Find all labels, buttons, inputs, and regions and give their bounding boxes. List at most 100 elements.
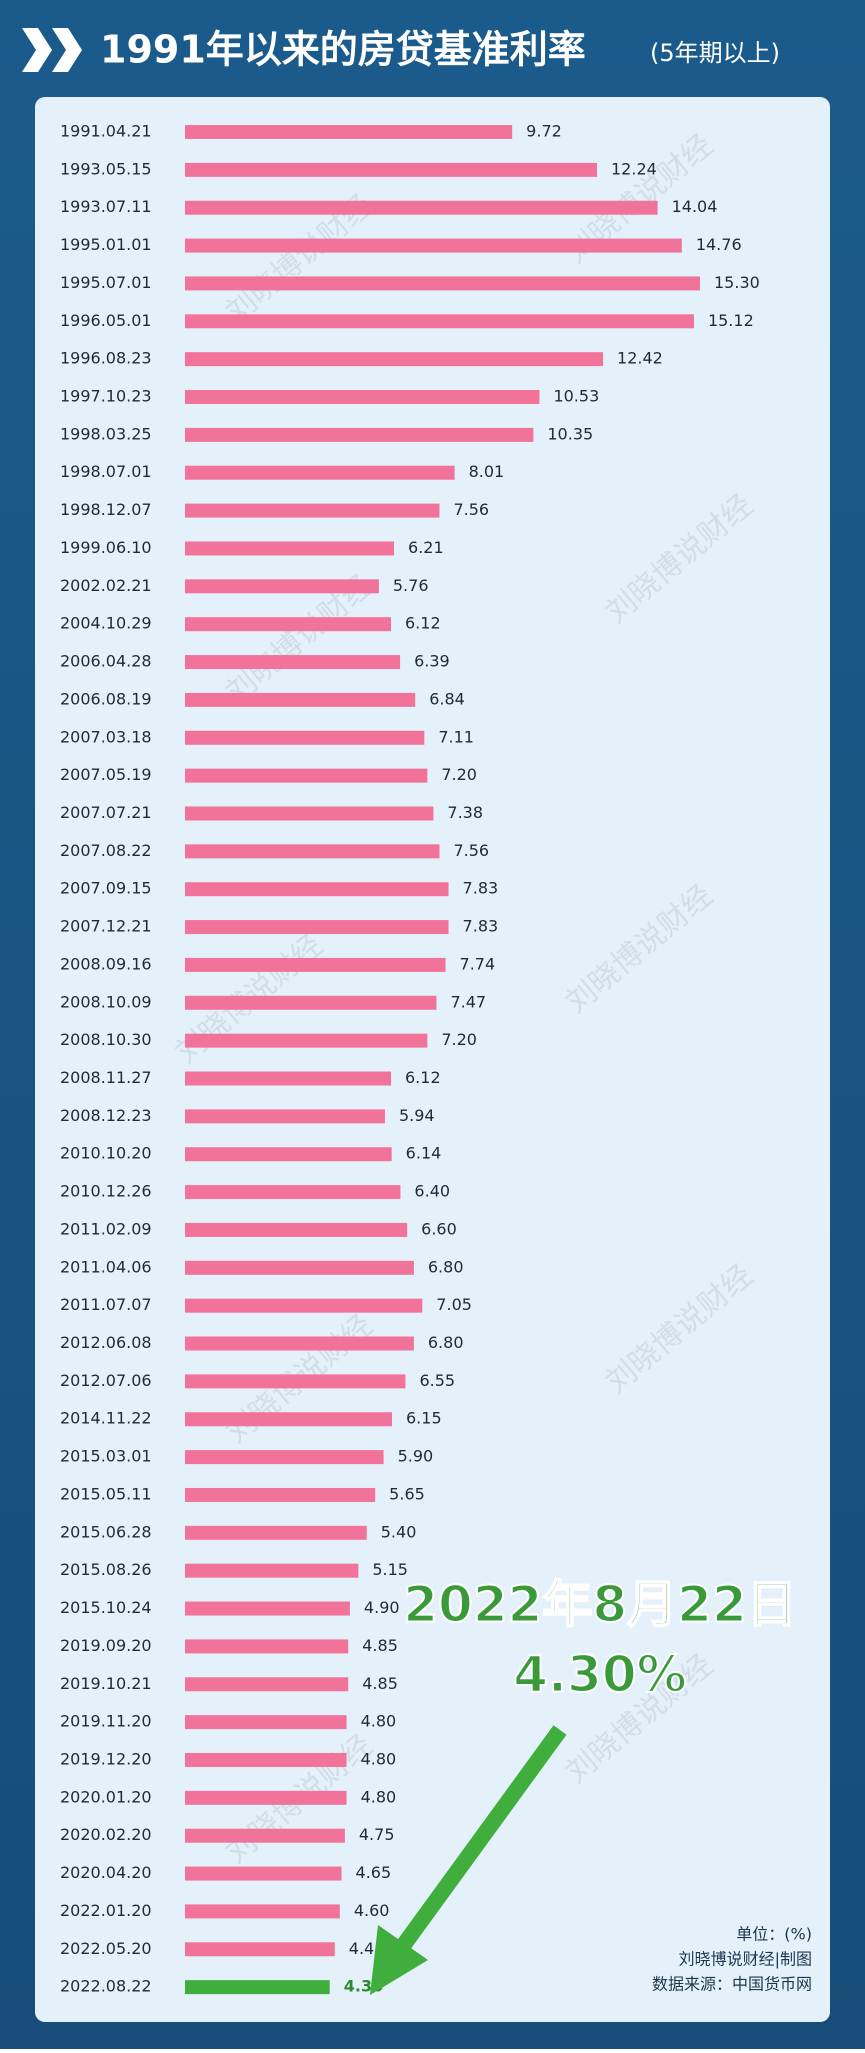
value-label: 7.11 xyxy=(438,727,474,746)
category-label: 2008.09.16 xyxy=(60,954,152,973)
value-label: 7.83 xyxy=(463,879,499,898)
bar xyxy=(185,1222,408,1237)
bar xyxy=(185,200,658,215)
value-label: 4.80 xyxy=(361,1712,397,1731)
value-label: 5.76 xyxy=(393,576,429,595)
category-label: 2011.07.07 xyxy=(60,1295,152,1314)
category-label: 1991.04.21 xyxy=(60,122,152,141)
value-label: 7.47 xyxy=(450,992,486,1011)
value-label: 6.15 xyxy=(406,1409,442,1428)
value-label: 15.30 xyxy=(714,273,760,292)
note: 单位：(%) xyxy=(736,1925,812,1944)
bar xyxy=(185,390,540,405)
bar xyxy=(185,655,401,670)
value-label: 6.14 xyxy=(406,1144,442,1163)
category-label: 2011.02.09 xyxy=(60,1219,152,1238)
panel xyxy=(35,97,830,2022)
chart-title: 1991年以来的房贷基准利率 xyxy=(100,28,586,72)
bar xyxy=(185,1033,428,1048)
category-label: 2015.08.26 xyxy=(60,1560,152,1579)
chevron-icon xyxy=(22,28,82,72)
category-label: 2015.03.01 xyxy=(60,1447,152,1466)
bar xyxy=(185,1677,349,1692)
bar xyxy=(185,692,416,707)
value-label: 6.60 xyxy=(421,1219,457,1238)
arrow-shaft xyxy=(393,1725,567,1955)
bar xyxy=(185,1866,342,1881)
value-label: 7.05 xyxy=(436,1295,472,1314)
category-label: 2019.12.20 xyxy=(60,1749,152,1768)
value-label: 4.80 xyxy=(361,1749,397,1768)
annotation: 4.30% xyxy=(513,1646,686,1704)
bar xyxy=(185,1828,345,1843)
category-label: 2020.02.20 xyxy=(60,1825,152,1844)
arrow-head xyxy=(370,1925,428,1995)
bar xyxy=(185,806,434,821)
category-label: 2007.05.19 xyxy=(60,765,152,784)
category-label: 2007.08.22 xyxy=(60,841,152,860)
category-label: 1998.07.01 xyxy=(60,462,152,481)
category-label: 2020.04.20 xyxy=(60,1863,152,1882)
value-label: 4.85 xyxy=(362,1674,398,1693)
value-label: 5.40 xyxy=(381,1522,417,1541)
category-label: 2022.08.22 xyxy=(60,1977,152,1996)
bar xyxy=(185,1790,347,1805)
category-label: 1995.07.01 xyxy=(60,273,152,292)
category-label: 2006.08.19 xyxy=(60,689,152,708)
category-label: 2008.12.23 xyxy=(60,1106,152,1125)
value-label: 4.90 xyxy=(364,1598,400,1617)
bar xyxy=(185,162,597,177)
value-label: 4.75 xyxy=(359,1825,395,1844)
category-label: 2002.02.21 xyxy=(60,576,152,595)
bar xyxy=(185,768,428,783)
value-label: 7.56 xyxy=(453,841,489,860)
chart-subtitle: (5年期以上) xyxy=(650,39,780,67)
value-label: 5.90 xyxy=(398,1447,434,1466)
bar xyxy=(185,1601,350,1616)
value-label: 7.20 xyxy=(441,765,477,784)
value-label: 5.15 xyxy=(372,1560,408,1579)
note: 数据来源：中国货币网 xyxy=(652,1975,812,1994)
value-label: 7.20 xyxy=(441,1030,477,1049)
value-label: 12.24 xyxy=(611,159,657,178)
value-label: 6.21 xyxy=(408,538,444,557)
bar xyxy=(185,882,449,897)
category-label: 2007.12.21 xyxy=(60,917,152,936)
bar xyxy=(185,1298,423,1313)
bar xyxy=(185,276,700,291)
bar xyxy=(185,314,694,329)
category-label: 2004.10.29 xyxy=(60,614,152,633)
bar xyxy=(185,238,682,253)
category-label: 2019.11.20 xyxy=(60,1712,152,1731)
bar xyxy=(185,125,513,139)
bar xyxy=(185,1639,349,1654)
category-label: 2007.03.18 xyxy=(60,727,152,746)
value-label: 5.65 xyxy=(389,1484,425,1503)
bar xyxy=(185,1487,376,1502)
bar xyxy=(185,1412,393,1427)
bar xyxy=(185,1450,384,1465)
category-label: 1995.01.01 xyxy=(60,235,152,254)
value-label: 10.53 xyxy=(553,387,599,406)
category-label: 1996.08.23 xyxy=(60,349,152,368)
value-label: 5.94 xyxy=(399,1106,435,1125)
category-label: 2007.09.15 xyxy=(60,879,152,898)
value-label: 7.83 xyxy=(463,917,499,936)
category-label: 2014.11.22 xyxy=(60,1409,152,1428)
value-label: 14.76 xyxy=(696,235,742,254)
category-label: 2022.01.20 xyxy=(60,1901,152,1920)
bar xyxy=(185,503,440,518)
bar xyxy=(185,427,534,442)
plot: 1991.04.21 9.72 1993.05.15 12.24 1993.07.11 1… xyxy=(60,122,760,1996)
value-label: 6.12 xyxy=(405,1068,441,1087)
category-label: 1997.10.23 xyxy=(60,387,152,406)
value-label: 6.55 xyxy=(419,1371,455,1390)
category-label: 1993.07.11 xyxy=(60,197,152,216)
category-label: 2008.10.09 xyxy=(60,992,152,1011)
bar xyxy=(185,1752,347,1767)
bar xyxy=(185,465,455,480)
value-label: 8.01 xyxy=(469,462,505,481)
bar xyxy=(185,1980,330,1995)
value-label: 12.42 xyxy=(617,349,663,368)
